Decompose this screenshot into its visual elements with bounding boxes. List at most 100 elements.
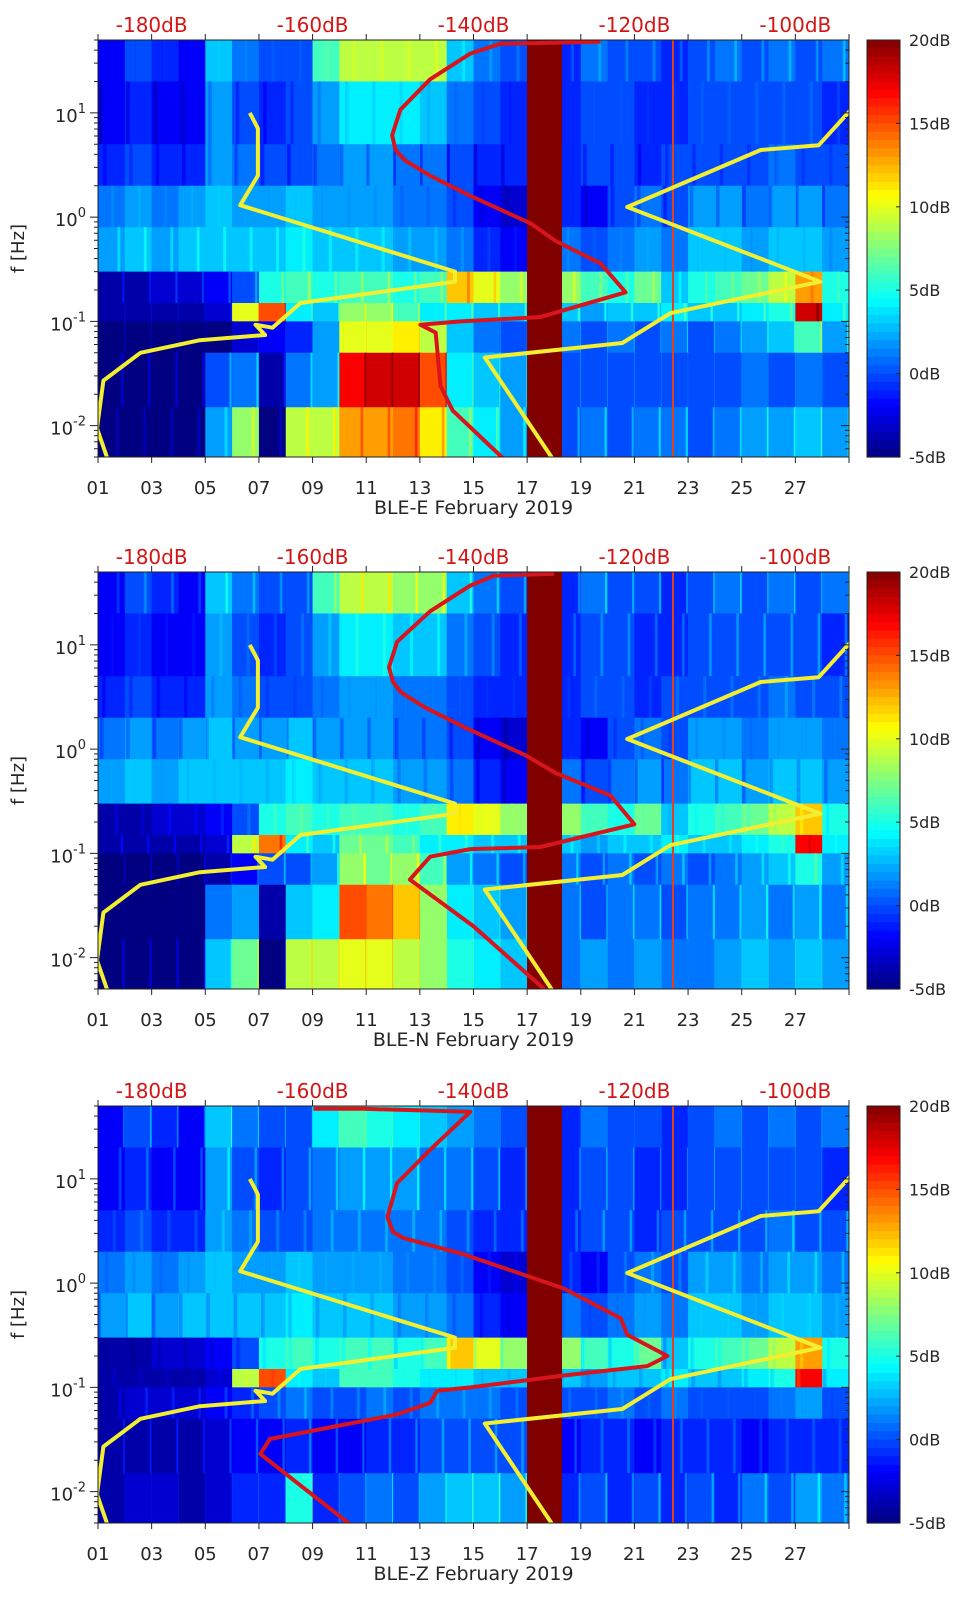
- heatmap-cell: [124, 1369, 153, 1388]
- heatmap-streak: [425, 759, 428, 804]
- heatmap-cell: [98, 144, 126, 187]
- heatmap-streak: [811, 81, 813, 145]
- heatmap-cell: [822, 185, 849, 228]
- heatmap-streak: [445, 303, 447, 322]
- heatmap-cell: [98, 321, 126, 354]
- colorbar-swatch: [867, 780, 900, 790]
- heatmap-streak: [496, 407, 498, 457]
- heatmap-streak: [309, 1418, 312, 1474]
- heatmap-streak: [163, 40, 166, 82]
- colorbar-swatch: [867, 1206, 900, 1216]
- heatmap-streak: [609, 759, 612, 804]
- heatmap-streak: [292, 759, 294, 804]
- heatmap-streak: [263, 144, 265, 186]
- heatmap-streak: [210, 144, 212, 186]
- heatmap-streak: [309, 271, 311, 304]
- heatmap-streak: [707, 1418, 709, 1474]
- heatmap-streak: [674, 81, 677, 145]
- heatmap-streak: [727, 1293, 730, 1338]
- y-tick-base: 10: [50, 1380, 73, 1401]
- heatmap-streak: [205, 717, 207, 760]
- heatmap-cell: [258, 1106, 287, 1149]
- heatmap-cell: [393, 321, 421, 354]
- y-tick-label: 10-1: [50, 1376, 86, 1401]
- heatmap-cell: [795, 884, 823, 940]
- heatmap-streak: [596, 1251, 598, 1294]
- heatmap-streak: [471, 1147, 473, 1211]
- heatmap-cell: [124, 676, 153, 719]
- heatmap-streak: [840, 676, 843, 718]
- heatmap-cell: [661, 1418, 689, 1474]
- colorbar-swatch: [867, 81, 900, 91]
- heatmap-streak: [569, 1387, 572, 1419]
- heatmap-cell: [98, 1251, 126, 1294]
- y-tick-exponent: 0: [78, 1272, 86, 1287]
- heatmap-streak: [829, 144, 831, 186]
- heatmap-streak: [812, 676, 815, 718]
- heatmap-cell: [285, 1387, 314, 1420]
- heatmap-cell: [258, 803, 287, 836]
- heatmap-cell: [98, 271, 126, 304]
- heatmap-cell: [339, 352, 367, 408]
- heatmap-streak: [666, 1369, 668, 1388]
- heatmap-streak: [408, 227, 411, 272]
- heatmap-streak: [572, 835, 574, 854]
- heatmap-streak: [668, 803, 670, 836]
- heatmap-streak: [477, 717, 480, 760]
- heatmap-streak: [409, 227, 412, 272]
- heatmap-streak: [632, 1473, 635, 1523]
- heatmap-streak: [430, 676, 432, 718]
- heatmap-cell: [580, 1418, 609, 1474]
- heatmap-streak: [136, 40, 138, 82]
- heatmap-streak: [583, 759, 586, 804]
- heatmap-streak: [457, 1369, 459, 1388]
- heatmap-streak: [139, 613, 141, 677]
- heatmap-streak: [152, 1293, 155, 1338]
- heatmap-cell: [258, 185, 287, 228]
- heatmap-streak: [464, 613, 466, 677]
- heatmap-streak: [423, 759, 426, 804]
- heatmap-cell: [795, 40, 823, 83]
- heatmap-streak: [650, 835, 652, 854]
- heatmap-streak: [357, 1210, 360, 1252]
- heatmap-cell: [500, 40, 528, 83]
- heatmap-streak: [743, 759, 745, 804]
- x-tick-label: 05: [194, 478, 217, 499]
- heatmap-streak: [289, 1293, 292, 1338]
- heatmap-streak: [306, 572, 309, 614]
- heatmap-streak: [303, 1210, 305, 1252]
- heatmap-streak: [451, 759, 453, 804]
- heatmap-cell: [178, 1337, 206, 1370]
- colorbar-tick-label: -5dB: [909, 1514, 946, 1533]
- y-tick-label: 100: [55, 1272, 86, 1297]
- heatmap-cell: [446, 321, 475, 354]
- heatmap-cell: [366, 676, 394, 719]
- colorbar-swatch: [867, 1114, 900, 1124]
- heatmap-streak: [498, 303, 501, 322]
- heatmap-streak: [569, 1251, 571, 1294]
- heatmap-streak: [288, 1293, 290, 1338]
- top-db-tick-label: -160dB: [277, 1079, 349, 1103]
- heatmap-streak: [749, 803, 751, 836]
- heatmap-streak: [107, 1337, 109, 1370]
- heatmap-streak: [429, 81, 431, 145]
- x-tick-label: 21: [623, 478, 646, 499]
- heatmap-streak: [727, 1387, 730, 1419]
- heatmap-streak: [734, 1251, 736, 1294]
- heatmap-cell: [98, 1337, 126, 1370]
- heatmap-streak: [131, 1337, 133, 1370]
- heatmap-cell: [446, 1147, 475, 1211]
- heatmap-streak: [618, 81, 620, 145]
- heatmap-streak: [724, 717, 727, 760]
- heatmap-streak: [187, 1251, 189, 1294]
- colorbar-swatch: [867, 115, 900, 124]
- heatmap-streak: [132, 1337, 134, 1370]
- colorbar-swatch: [867, 390, 900, 400]
- heatmap-cell: [393, 352, 421, 408]
- heatmap-streak: [328, 613, 330, 677]
- heatmap-streak: [143, 407, 146, 457]
- heatmap-streak: [373, 81, 375, 145]
- heatmap-streak: [230, 1418, 232, 1474]
- heatmap-streak: [782, 81, 784, 145]
- data-gap-band: [527, 1106, 563, 1523]
